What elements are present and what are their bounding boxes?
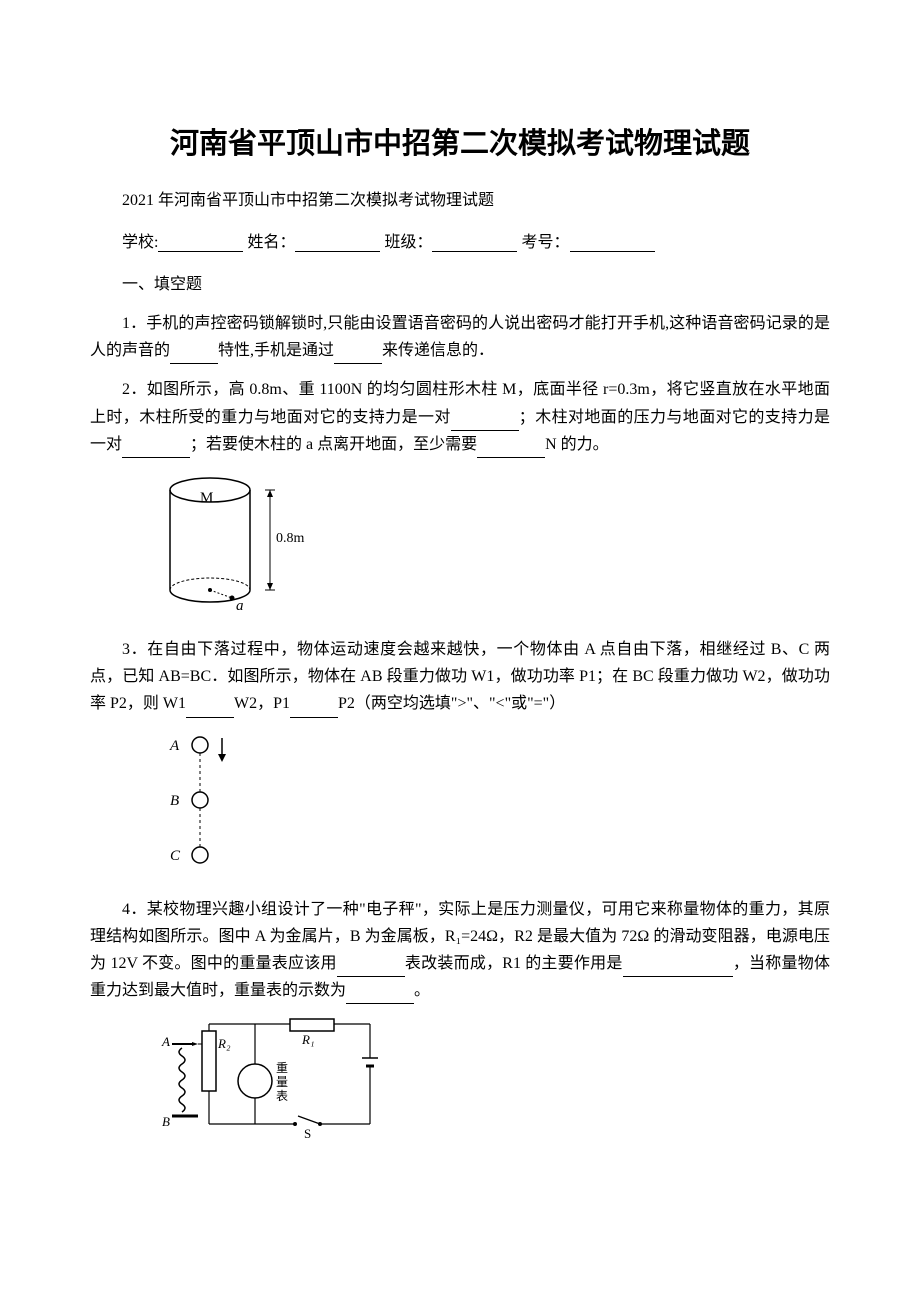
q3-blank-2 bbox=[290, 699, 338, 718]
figure-q3-freefall: A B C bbox=[160, 730, 830, 880]
name-blank bbox=[295, 233, 380, 252]
fig2-label-m: M bbox=[200, 490, 213, 506]
q2-text-c: ；若要使木柱的 a 点离开地面，至少需要 bbox=[190, 436, 477, 453]
fig4-meter-label3: 表 bbox=[276, 1089, 288, 1103]
fig4-label-r1: R₁ bbox=[301, 1032, 314, 1047]
fig3-label-a: A bbox=[169, 738, 180, 754]
q1-text-b: 特性,手机是通过 bbox=[218, 342, 334, 359]
question-3: 3．在自由下落过程中，物体运动速度会越来越快，一个物体由 A 点自由下落，相继经… bbox=[90, 636, 830, 718]
q1-blank-2 bbox=[334, 345, 382, 364]
q1-num: 1． bbox=[122, 315, 146, 332]
q4-text-b: 表改装而成，R1 的主要作用是 bbox=[405, 955, 623, 972]
name-label: 姓名： bbox=[247, 234, 295, 251]
q4-text-d: 。 bbox=[414, 982, 430, 999]
fig4-meter-label1: 重 bbox=[276, 1061, 288, 1075]
fig4-label-b: B bbox=[162, 1114, 170, 1129]
fig3-label-b: B bbox=[170, 793, 179, 809]
fig4-label-s: S bbox=[304, 1126, 311, 1141]
examno-label: 考号： bbox=[521, 234, 569, 251]
question-2: 2．如图所示，高 0.8m、重 1100N 的均匀圆柱形木柱 M，底面半径 r=… bbox=[90, 376, 830, 458]
q2-blank-1 bbox=[451, 412, 519, 431]
fig4-label-r2: R₂ bbox=[217, 1036, 231, 1051]
q4-blank-2 bbox=[623, 958, 733, 977]
q2-blank-3 bbox=[477, 439, 545, 458]
examno-blank bbox=[570, 233, 655, 252]
fig2-label-a: a bbox=[236, 598, 244, 614]
student-info-line: 学校: 姓名： 班级： 考号： bbox=[90, 228, 830, 252]
section-1-heading: 一、填空题 bbox=[90, 270, 830, 294]
q3-blank-1 bbox=[186, 699, 234, 718]
class-label: 班级： bbox=[384, 234, 432, 251]
figure-q4-circuit: A B R₂ R₁ bbox=[160, 1016, 830, 1146]
fig2-height-label: 0.8m bbox=[276, 531, 305, 546]
figure-q2-cylinder: M a 0.8m bbox=[160, 470, 830, 620]
fig4-label-a: A bbox=[161, 1034, 170, 1049]
q4-blank-3 bbox=[346, 985, 414, 1004]
school-label: 学校: bbox=[122, 234, 158, 251]
fig4-meter-label2: 量 bbox=[276, 1075, 288, 1089]
q2-text-d: N 的力。 bbox=[545, 436, 609, 453]
question-4: 4．某校物理兴趣小组设计了一种"电子秤"，实际上是压力测量仪，可用它来称量物体的… bbox=[90, 896, 830, 1005]
q1-blank-1 bbox=[170, 345, 218, 364]
q3-text-b: W2，P1 bbox=[234, 695, 290, 712]
q3-num: 3． bbox=[122, 641, 147, 658]
fig3-label-c: C bbox=[170, 848, 181, 864]
exam-subtitle: 2021 年河南省平顶山市中招第二次模拟考试物理试题 bbox=[90, 186, 830, 210]
q3-text-c: P2（两空均选填">"、"<"或"="） bbox=[338, 695, 565, 712]
class-blank bbox=[432, 233, 517, 252]
page-title: 河南省平顶山市中招第二次模拟考试物理试题 bbox=[90, 120, 830, 162]
q4-num: 4． bbox=[122, 901, 147, 918]
q4-blank-1 bbox=[337, 958, 405, 977]
q2-num: 2． bbox=[122, 381, 147, 398]
q2-blank-2 bbox=[122, 439, 190, 458]
school-blank bbox=[158, 233, 243, 252]
question-1: 1．手机的声控密码锁解锁时,只能由设置语音密码的人说出密码才能打开手机,这种语音… bbox=[90, 310, 830, 364]
q1-text-c: 来传递信息的． bbox=[382, 342, 494, 359]
